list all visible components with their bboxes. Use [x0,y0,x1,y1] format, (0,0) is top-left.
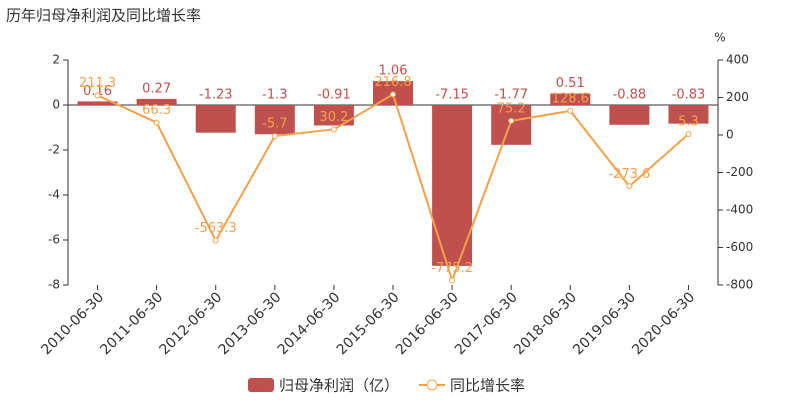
line-value-label: 211.3 [79,76,116,91]
line-point [94,92,101,99]
x-tick-label: 2013-06-30 [216,289,285,358]
line-value-label: 66.3 [142,103,171,118]
bar [491,105,532,145]
bar [254,105,295,135]
bar-value-label: -1.23 [199,88,233,103]
x-tick-label: 2018-06-30 [511,289,580,358]
bar [77,101,118,105]
line-point [390,91,396,98]
line-point [153,119,160,126]
bar-value-label: -7.15 [435,88,469,103]
line-value-label: -563.3 [195,221,237,236]
legend-swatch [248,378,274,392]
y2-tick-label: -600 [726,240,753,254]
line-point [567,107,574,114]
line-value-label: -273.6 [608,167,650,182]
legend: 归母净利润（亿） 同比增长率 [248,377,525,395]
line-point [212,237,219,244]
y-tick-label: -6 [48,233,60,247]
line-value-label: 128.6 [552,91,589,106]
bar-value-label: -1.3 [262,88,287,103]
y-tick-label: -2 [48,143,60,157]
line-point [271,133,278,140]
bar [609,105,650,125]
bar [550,93,591,105]
y2-tick-label: 400 [726,53,749,67]
line [97,92,690,284]
line-value-label: 216.8 [374,75,411,90]
bar-value-label: -1.77 [494,88,528,103]
y-tick-label: 0 [52,98,60,112]
y-tick-label: 2 [52,53,60,67]
line-point [330,126,337,133]
bar-value-label: -0.91 [317,88,351,103]
line-value-label: 75.2 [497,101,526,116]
bar-value-label: 1.06 [379,64,408,79]
line-point [685,131,692,138]
legend-label: 同比增长率 [450,377,525,395]
bar-value-label: -0.88 [613,88,647,103]
x-tick-label: 2016-06-30 [393,289,462,358]
x-tick-label: 2010-06-30 [38,289,107,358]
x-tick-label: 2020-06-30 [629,289,698,358]
line-point [626,183,633,190]
bar-value-label: -0.83 [672,88,706,103]
x-tick-label: 2012-06-30 [157,289,226,358]
bar-value-label: 0.51 [556,76,585,91]
line-point [449,277,456,284]
legend-label: 归母净利润（亿） [279,377,399,395]
chart-title: 历年归母净利润及同比增长率 [6,7,201,25]
y-tick-label: -8 [48,278,60,292]
line-value-label: 30.2 [319,110,348,125]
line-value-label: 5.3 [678,115,699,130]
bar-value-label: 0.27 [142,81,171,96]
x-tick-label: 2014-06-30 [275,289,344,358]
bar [136,98,177,105]
y2-tick-label: 200 [726,90,749,104]
line-value-label: -5.7 [262,117,287,132]
line-point [508,117,515,124]
y2-axis-label: % [714,31,725,45]
y2-tick-label: -200 [726,165,753,179]
y2-tick-label: 0 [726,128,734,142]
legend-swatch [426,379,438,391]
bar-value-label: 0.16 [83,84,112,99]
y-tick-label: -4 [48,188,60,202]
y2-tick-label: -400 [726,203,753,217]
bar [668,105,709,124]
bar [195,105,236,133]
y2-tick-label: -800 [726,278,753,292]
x-tick-label: 2017-06-30 [452,289,521,358]
line-value-label: -775.2 [431,261,473,276]
x-tick-label: 2019-06-30 [570,289,639,358]
x-tick-label: 2015-06-30 [334,289,403,358]
x-tick-label: 2011-06-30 [97,289,166,358]
bar [313,105,354,126]
